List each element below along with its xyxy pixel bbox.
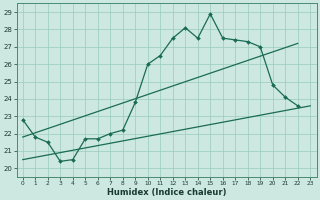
X-axis label: Humidex (Indice chaleur): Humidex (Indice chaleur): [107, 188, 226, 197]
